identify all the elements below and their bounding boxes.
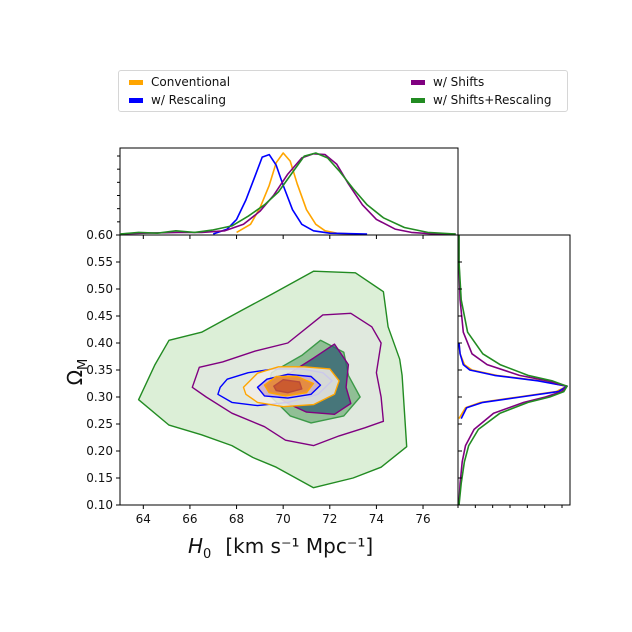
x-tick-label: 74: [369, 512, 384, 526]
y-tick-label: 0.15: [86, 471, 113, 485]
legend-swatch-shifts: [411, 79, 425, 85]
y-tick-label: 0.35: [86, 363, 113, 377]
y-tick-label: 0.40: [86, 336, 113, 350]
x-tick-label: 64: [136, 512, 151, 526]
legend-item-shifts: w/ Shifts: [411, 75, 484, 89]
y-tick-label: 0.25: [86, 417, 113, 431]
joint-contour-panel: 64 66 68 70 72 74 76 0.10 0.15 0.20 0.25 0.30 0.35 0…: [86, 228, 459, 526]
legend-label: w/ Shifts+Rescaling: [433, 93, 552, 107]
y-axis-title: ΩM: [63, 359, 91, 386]
legend: Conventional w/ Rescaling w/ Shifts w/ S…: [118, 70, 568, 112]
y-tick-label: 0.50: [86, 282, 113, 296]
contour-core: [273, 379, 303, 394]
x-tick-label: 68: [229, 512, 244, 526]
h0-marginal-w-shifts: [119, 153, 456, 235]
y-tick-label: 0.55: [86, 255, 113, 269]
x-tick-label: 72: [322, 512, 337, 526]
y-tick-label: 0.30: [86, 390, 113, 404]
legend-label: w/ Shifts: [433, 75, 485, 89]
y-tick-label: 0.20: [86, 444, 113, 458]
om-marginal-w-rescaling: [458, 342, 568, 419]
x-tick-label: 70: [276, 512, 291, 526]
legend-item-conventional: Conventional: [129, 75, 230, 89]
legend-item-rescaling: w/ Rescaling: [129, 93, 226, 107]
x-tick-label: 66: [182, 512, 197, 526]
legend-swatch-shifts-rescaling: [411, 97, 425, 103]
y-tick-label: 0.10: [86, 498, 113, 512]
x-axis-title: H0 [km s⁻¹ Mpc⁻¹]: [188, 534, 373, 562]
x-tick-label: 76: [415, 512, 430, 526]
y-tick-label: 0.45: [86, 309, 113, 323]
om-marginal-w-shifts: [458, 235, 568, 506]
h0-marginal-panel: [117, 147, 459, 239]
legend-item-shifts-rescaling: w/ Shifts+Rescaling: [411, 93, 552, 107]
h0-marginal-w-shifts-rescaling: [119, 152, 456, 235]
om-marginal-w-shifts-rescaling: [458, 235, 568, 506]
h0-marginal-w-rescaling: [212, 153, 368, 235]
y-tick-label: 0.60: [86, 228, 113, 242]
om-marginal-panel: [457, 234, 571, 508]
h0-marginal-frame: [119, 147, 459, 236]
legend-label: Conventional: [151, 75, 231, 89]
legend-swatch-conventional: [129, 79, 143, 85]
legend-label: w/ Rescaling: [151, 93, 226, 107]
legend-swatch-rescaling: [129, 97, 143, 103]
